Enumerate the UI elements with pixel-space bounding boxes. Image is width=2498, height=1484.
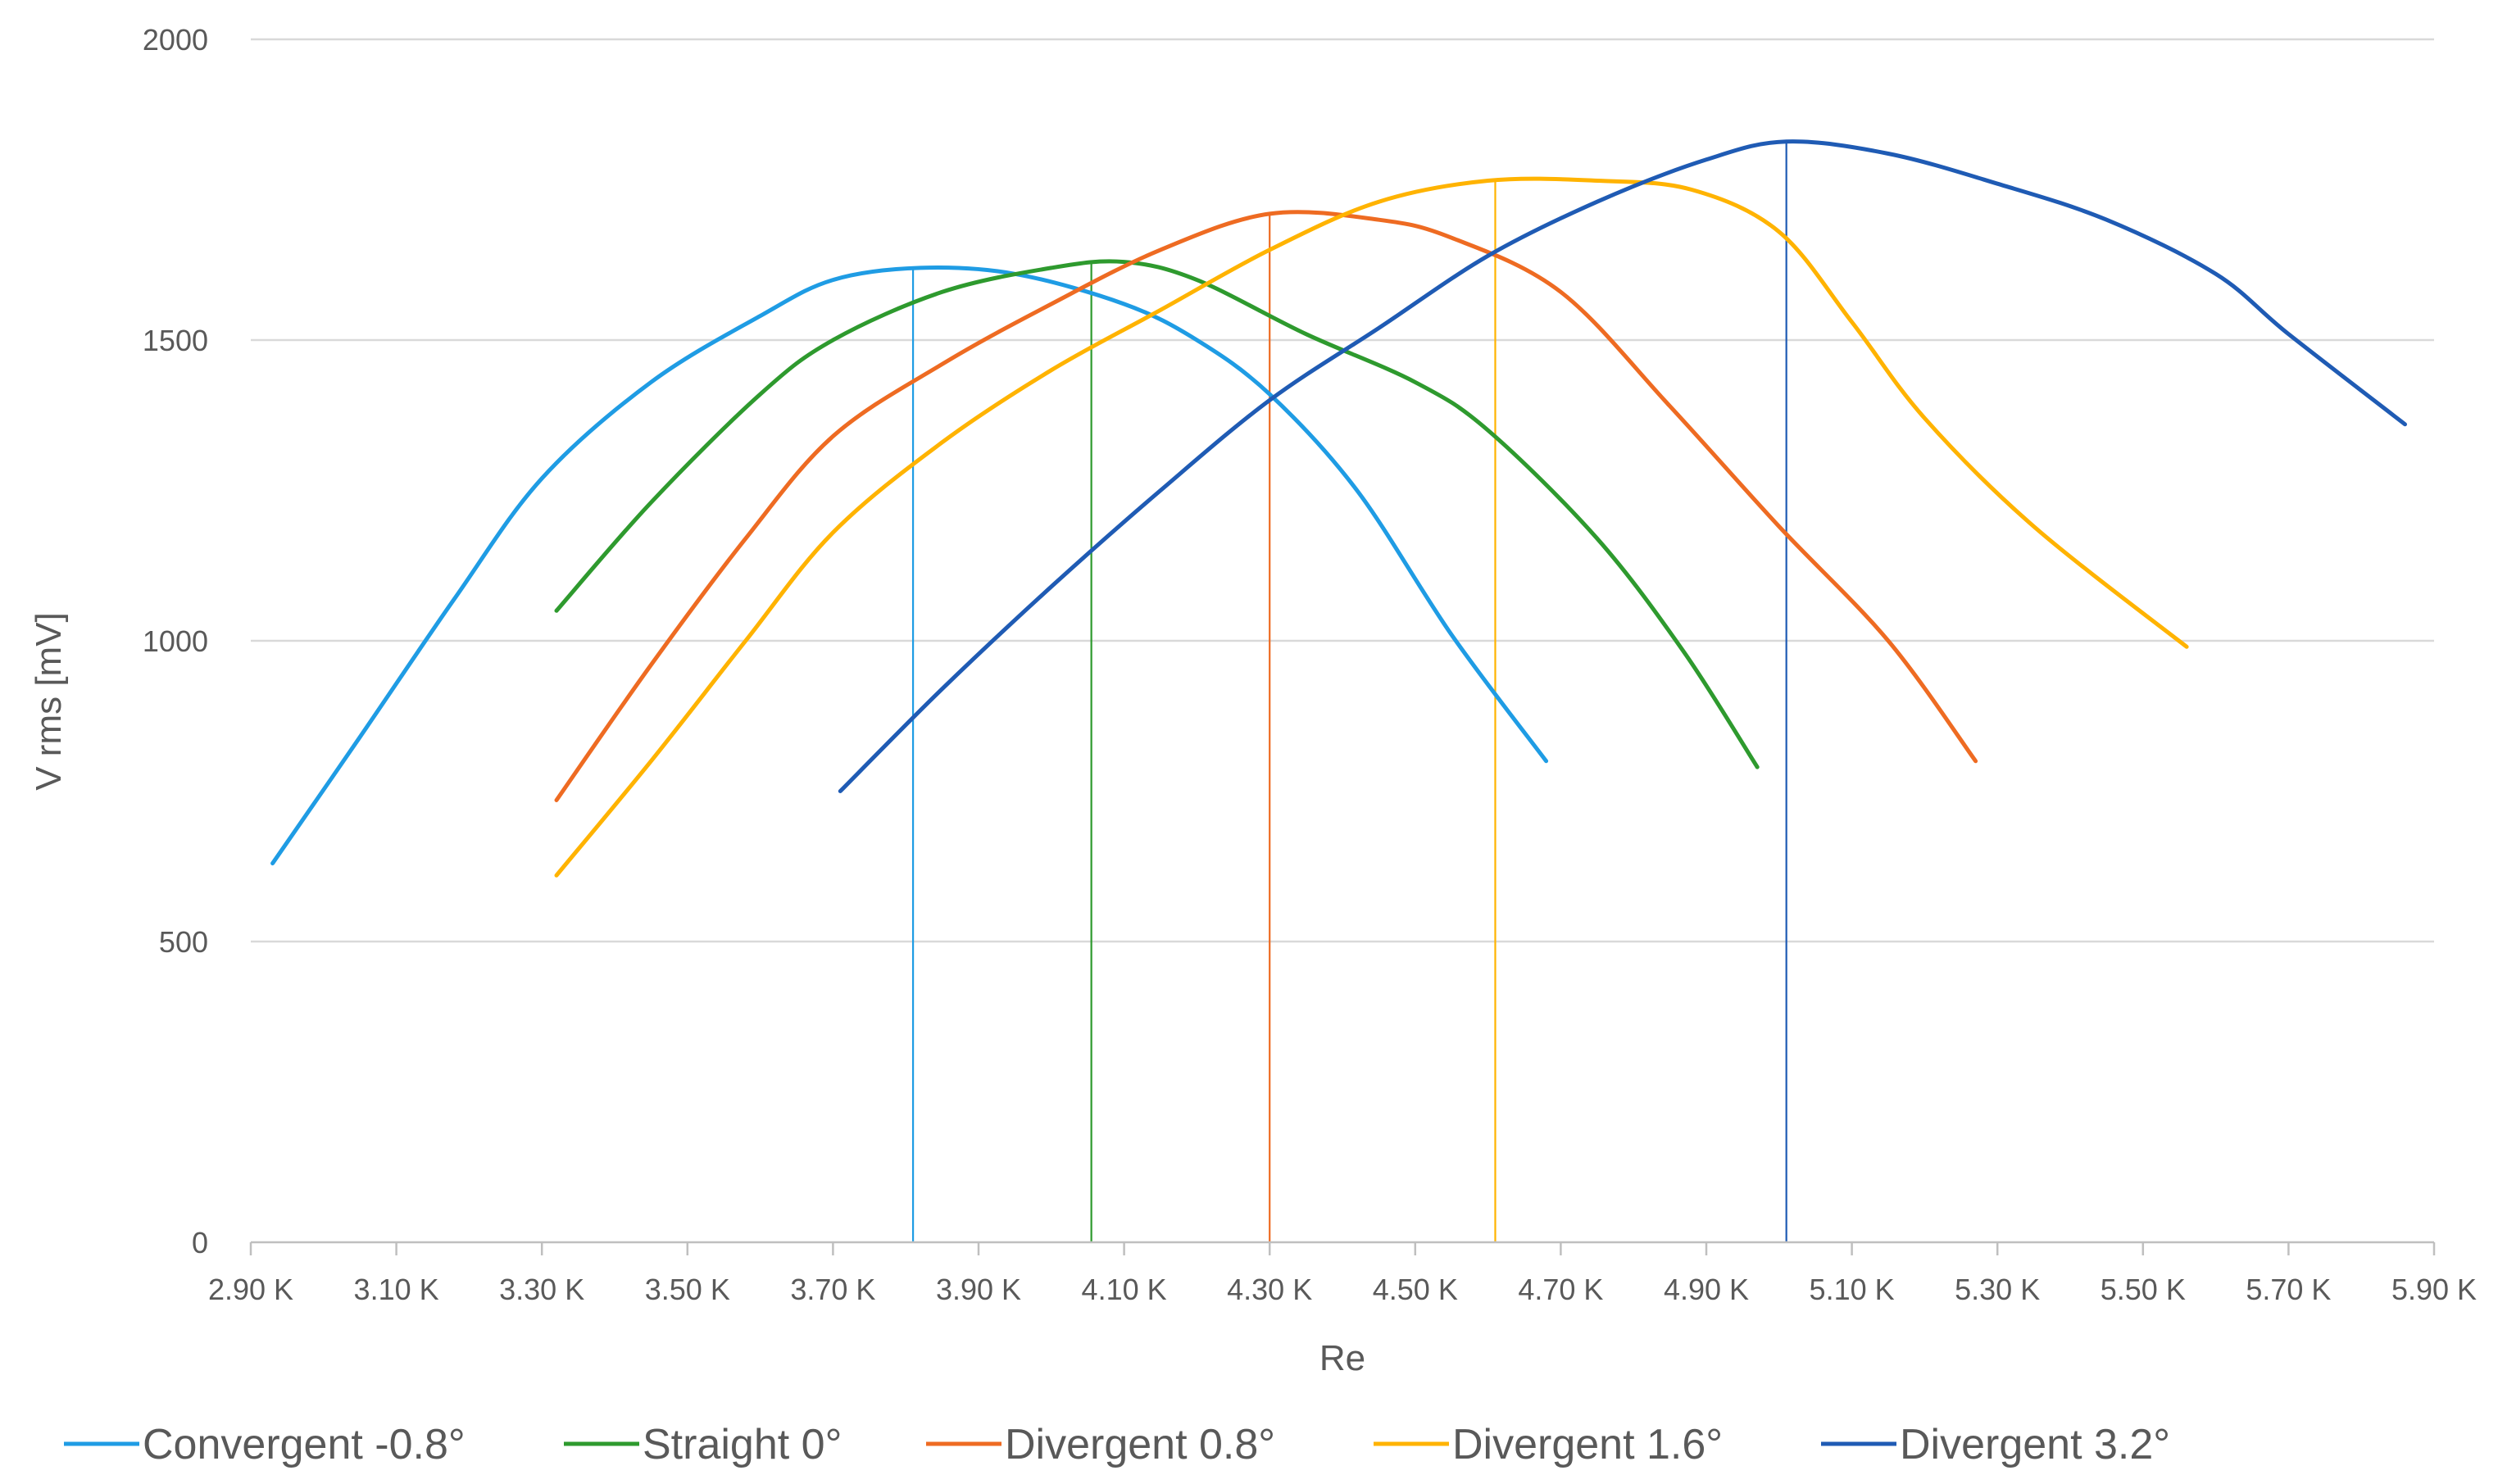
legend-label: Convergent -0.8° — [143, 1421, 466, 1468]
gridlines — [251, 38, 2434, 943]
x-tick-label: 3.10 K — [354, 1273, 439, 1306]
legend-label: Straight 0° — [643, 1421, 842, 1468]
y-tick-label: 500 — [159, 925, 208, 959]
series-lines — [270, 139, 2407, 878]
x-tick-label: 4.10 K — [1082, 1273, 1167, 1306]
legend-label: Divergent 3.2° — [1900, 1421, 2170, 1468]
y-axis-title: V rms [mV] — [29, 612, 69, 791]
series-line — [838, 139, 2407, 793]
series-line — [554, 259, 1760, 769]
y-tick-label: 2000 — [143, 23, 208, 57]
x-tick-label: 3.70 K — [790, 1273, 875, 1306]
y-tick-label: 0 — [192, 1226, 208, 1259]
x-tick-label: 4.30 K — [1227, 1273, 1312, 1306]
y-tick-label: 1000 — [143, 624, 208, 658]
x-axis-title: Re — [1319, 1338, 1365, 1378]
peak-marker-lines — [911, 141, 1787, 1242]
series-line — [270, 265, 1549, 866]
y-tick-label: 1500 — [143, 324, 208, 357]
x-tick-label: 5.50 K — [2101, 1273, 2186, 1306]
x-axis: 2.90 K 3.10 K 3.30 K 3.50 K 3.70 K 3.90 K 4.10… — [208, 1241, 2477, 1306]
x-tick-label: 5.70 K — [2246, 1273, 2331, 1306]
x-tick-label: 4.70 K — [1518, 1273, 1603, 1306]
x-tick-label: 3.30 K — [499, 1273, 584, 1306]
legend-label: Divergent 1.6° — [1452, 1421, 1723, 1468]
x-tick-label: 4.50 K — [1373, 1273, 1458, 1306]
y-axis: 0 500 1000 1500 2000 — [143, 23, 208, 1259]
x-tick-label: 5.10 K — [1810, 1273, 1895, 1306]
x-tick-label: 2.90 K — [208, 1273, 293, 1306]
legend-label: Divergent 0.8° — [1005, 1421, 1275, 1468]
series-line — [554, 176, 2189, 878]
legend: Convergent -0.8° Straight 0° Divergent 0.8… — [64, 1421, 2170, 1468]
series-line — [554, 210, 1978, 802]
x-tick-label: 3.90 K — [936, 1273, 1021, 1306]
x-tick-label: 3.50 K — [645, 1273, 730, 1306]
x-tick-label: 4.90 K — [1664, 1273, 1749, 1306]
x-tick-label: 5.30 K — [1955, 1273, 2040, 1306]
x-tick-label: 5.90 K — [2391, 1273, 2477, 1306]
